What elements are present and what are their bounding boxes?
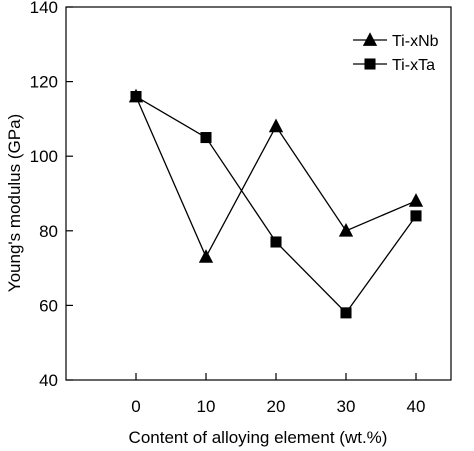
y-axis-label: Young's modulus (GPa) <box>5 114 24 292</box>
data-point-triangle <box>268 118 284 133</box>
data-point-triangle <box>408 193 424 207</box>
plot-frame <box>65 6 452 381</box>
plot-area <box>65 6 452 381</box>
x-axis-label: Content of alloying element (wt.%) <box>129 428 388 447</box>
series-square <box>130 90 422 319</box>
data-point-square <box>410 210 422 222</box>
ticks: 40 60 80 100 120 140 0 10 20 30 40 <box>30 0 426 416</box>
x-tick-label: 0 <box>131 397 140 416</box>
y-tick-label: 60 <box>39 296 58 315</box>
data-point-triangle <box>338 223 354 237</box>
x-tick-label: 20 <box>267 397 286 416</box>
y-tick-label: 100 <box>30 147 58 166</box>
legend-item: Ti-xNb <box>353 32 439 50</box>
y-tick-label: 80 <box>39 222 58 241</box>
data-point-square <box>270 236 282 248</box>
legend-marker-triangle <box>362 32 378 46</box>
legend-marker-square <box>364 58 376 70</box>
legend-item: Ti-xTa <box>353 57 435 74</box>
x-tick-label: 10 <box>197 397 216 416</box>
y-tick-label: 120 <box>30 73 58 92</box>
data-point-square <box>340 307 352 319</box>
data-point-triangle <box>198 249 214 263</box>
x-tick-label: 30 <box>337 397 356 416</box>
y-tick-label: 140 <box>30 0 58 17</box>
data-point-square <box>130 90 142 103</box>
series-layer <box>128 88 424 319</box>
x-tick-label: 40 <box>407 397 426 416</box>
data-point-square <box>200 132 212 144</box>
legend-label: Ti-xNb <box>392 33 439 50</box>
y-tick-label: 40 <box>39 371 58 390</box>
legend: Ti-xNb Ti-xTa <box>353 32 439 74</box>
legend-label: Ti-xTa <box>392 57 435 74</box>
